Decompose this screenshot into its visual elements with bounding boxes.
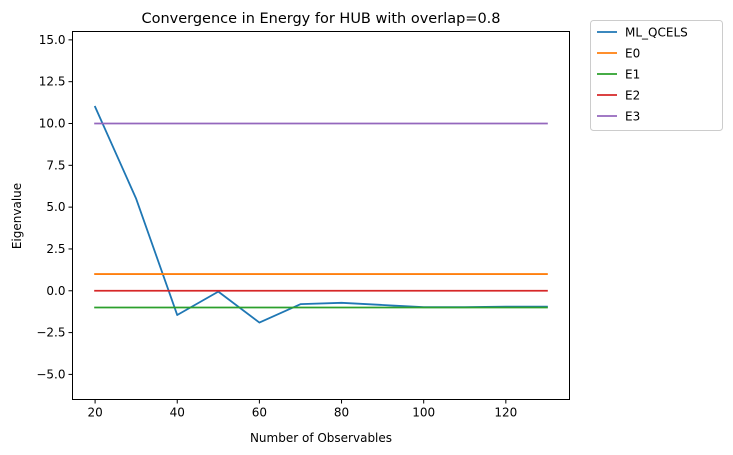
y-tick-label: 5.0 <box>46 200 65 214</box>
y-tick-label: 0.0 <box>46 284 65 298</box>
y-tick-label: 12.5 <box>39 75 66 89</box>
y-ticks: −5.0 −2.5 0.0 2.5 5.0 7.5 10.0 12.5 15.0 <box>36 33 73 381</box>
y-tick-label: −2.5 <box>36 326 65 340</box>
chart-title: Convergence in Energy for HUB with overl… <box>141 11 500 27</box>
x-tick-label: 100 <box>412 406 435 420</box>
y-tick-label: 10.0 <box>39 117 66 131</box>
y-axis-label: Eigenvalue <box>10 183 24 249</box>
legend-entries: ML_QCELS E0 E1 E2 E3 <box>597 26 688 124</box>
y-tick-label: 15.0 <box>39 33 66 47</box>
legend-label-e2: E2 <box>625 89 640 103</box>
x-tick-label: 60 <box>252 406 267 420</box>
legend-label-ml-qcels: ML_QCELS <box>625 26 688 40</box>
y-tick-label: −5.0 <box>36 367 65 381</box>
series-layer <box>93 105 548 324</box>
y-tick-label: 2.5 <box>46 242 65 256</box>
legend: ML_QCELS E0 E1 E2 E3 <box>590 20 723 131</box>
plot-frame <box>72 31 570 400</box>
y-tick-label: 7.5 <box>46 158 65 172</box>
legend-box <box>590 20 723 131</box>
x-ticks: 20 40 60 80 100 120 <box>87 399 517 420</box>
x-tick-label: 40 <box>170 406 185 420</box>
x-tick-label: 120 <box>494 406 517 420</box>
legend-label-e3: E3 <box>625 110 640 124</box>
x-tick-label: 80 <box>334 406 349 420</box>
legend-label-e0: E0 <box>625 47 640 61</box>
legend-label-e1: E1 <box>625 68 640 82</box>
x-axis-label: Number of Observables <box>250 431 392 445</box>
x-tick-label: 20 <box>87 406 102 420</box>
